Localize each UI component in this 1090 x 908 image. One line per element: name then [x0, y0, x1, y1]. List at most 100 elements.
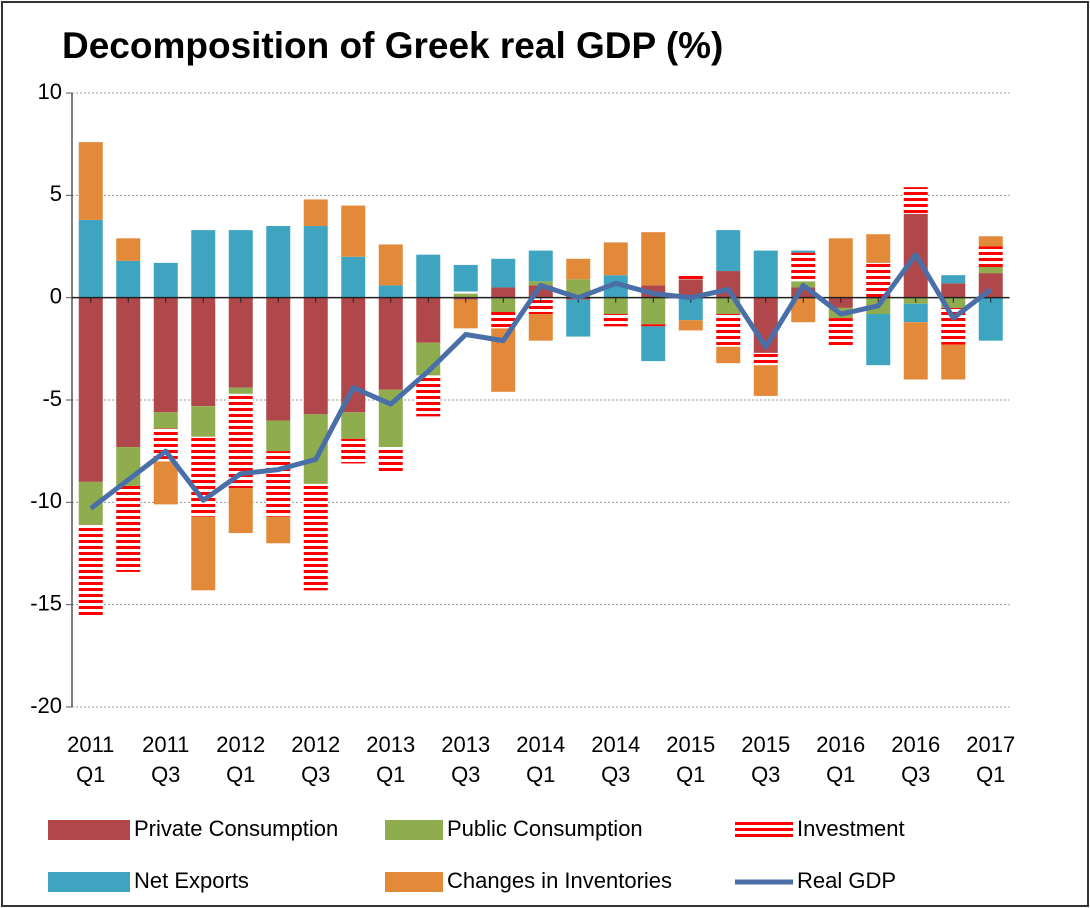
bar-segment [678, 273, 703, 280]
legend-swatch [385, 820, 443, 840]
bar-segment [116, 260, 141, 298]
bar-segment [416, 254, 441, 298]
bar-segment [378, 244, 403, 286]
bar-segment [78, 524, 103, 617]
bar-segment [978, 266, 1003, 274]
bar-segment [791, 250, 816, 253]
bar-segment [753, 352, 778, 366]
bar-segment [566, 299, 591, 337]
y-tick-label: -20 [30, 693, 62, 718]
bar-segment [78, 297, 103, 482]
bar-segment [416, 375, 441, 417]
bar-segment [866, 234, 891, 263]
bar-segment [866, 314, 891, 366]
bar-segment [528, 250, 553, 282]
bar-segment [303, 414, 328, 484]
bar-segment [453, 291, 478, 294]
bar-segment [341, 297, 366, 413]
bar-segment [191, 297, 216, 407]
bar-segment [828, 297, 853, 308]
bar-segment [603, 242, 628, 276]
legend-label: Public Consumption [447, 816, 643, 841]
x-tick-label: 2016 Q3 [891, 732, 941, 787]
bar-segment [941, 275, 966, 284]
legend-swatch [735, 820, 793, 840]
bar-segment [978, 236, 1003, 247]
bar-segment [303, 297, 328, 415]
bar-segment [116, 485, 141, 572]
x-tick-label: 2015 Q1 [666, 732, 716, 787]
bar-segment [716, 346, 741, 364]
bar-segment [378, 285, 403, 298]
y-tick-label: 0 [50, 283, 62, 308]
bar-segment [828, 238, 853, 298]
bar-segment [378, 297, 403, 390]
legend-label: Changes in Inventories [447, 868, 672, 893]
bar-segment [753, 250, 778, 298]
legend-label: Investment [797, 816, 905, 841]
bar-segment [341, 438, 366, 464]
bar-segment [791, 287, 816, 298]
bar-segment [153, 412, 178, 429]
bar-segment [116, 238, 141, 261]
bar-segment [641, 324, 666, 327]
x-tick-label: 2011 Q3 [142, 732, 190, 787]
bar-segment [228, 387, 253, 394]
bar-segment [528, 314, 553, 341]
legend-swatch [48, 872, 130, 892]
legend-swatch [48, 820, 130, 840]
bar-segment [116, 297, 141, 448]
bar-segment [978, 297, 1003, 341]
legend-label: Private Consumption [134, 816, 338, 841]
bar-segment [791, 252, 816, 282]
bar-segment [378, 447, 403, 472]
bar-segment [191, 516, 216, 591]
bar-segment [491, 311, 516, 329]
bar-segment [566, 258, 591, 280]
bar-segment [491, 258, 516, 288]
bar-segment [266, 516, 291, 544]
bar-segment [603, 314, 628, 327]
bar-segment [978, 246, 1003, 267]
bar-segment [228, 297, 253, 388]
bar-segment [903, 187, 928, 214]
gdp-line [89, 252, 993, 511]
bar-segment [453, 299, 478, 329]
y-tick-label: 10 [38, 79, 62, 104]
legend-label: Real GDP [797, 868, 896, 893]
y-tick-label: -5 [42, 386, 62, 411]
bar-segment [191, 406, 216, 437]
x-tick-label: 2011 Q1 [67, 732, 115, 787]
bar-segment [303, 483, 328, 591]
bar-segment [941, 344, 966, 380]
bar-segment [491, 297, 516, 312]
bar-segment [266, 451, 291, 517]
bar-segment [78, 142, 103, 220]
bar-segment [341, 412, 366, 439]
bar-segment [678, 279, 703, 298]
x-tick-label: 2012 Q3 [291, 732, 341, 787]
x-tick-label: 2014 Q3 [591, 732, 641, 787]
x-tick-label: 2017 Q1 [966, 732, 1016, 787]
bar-segment [341, 205, 366, 257]
bar-segment [603, 297, 628, 315]
x-tick-label: 2013 Q1 [366, 732, 416, 787]
bar-segment [903, 322, 928, 380]
bar-segment [828, 318, 853, 347]
bar-segment [266, 297, 291, 421]
bar-segment [603, 275, 628, 298]
bar-segment [341, 256, 366, 298]
x-tick-label: 2016 Q1 [816, 732, 866, 787]
bar-segment [153, 262, 178, 298]
bar-segment [453, 293, 478, 298]
bar-segment [753, 365, 778, 396]
x-tick-label: 2012 Q1 [216, 732, 266, 787]
x-tick-label: 2014 Q1 [516, 732, 566, 787]
chart-title: Decomposition of Greek real GDP (%) [62, 25, 723, 66]
legend-label: Net Exports [134, 868, 249, 893]
bar-segment [191, 230, 216, 298]
bar-segment [78, 219, 103, 298]
